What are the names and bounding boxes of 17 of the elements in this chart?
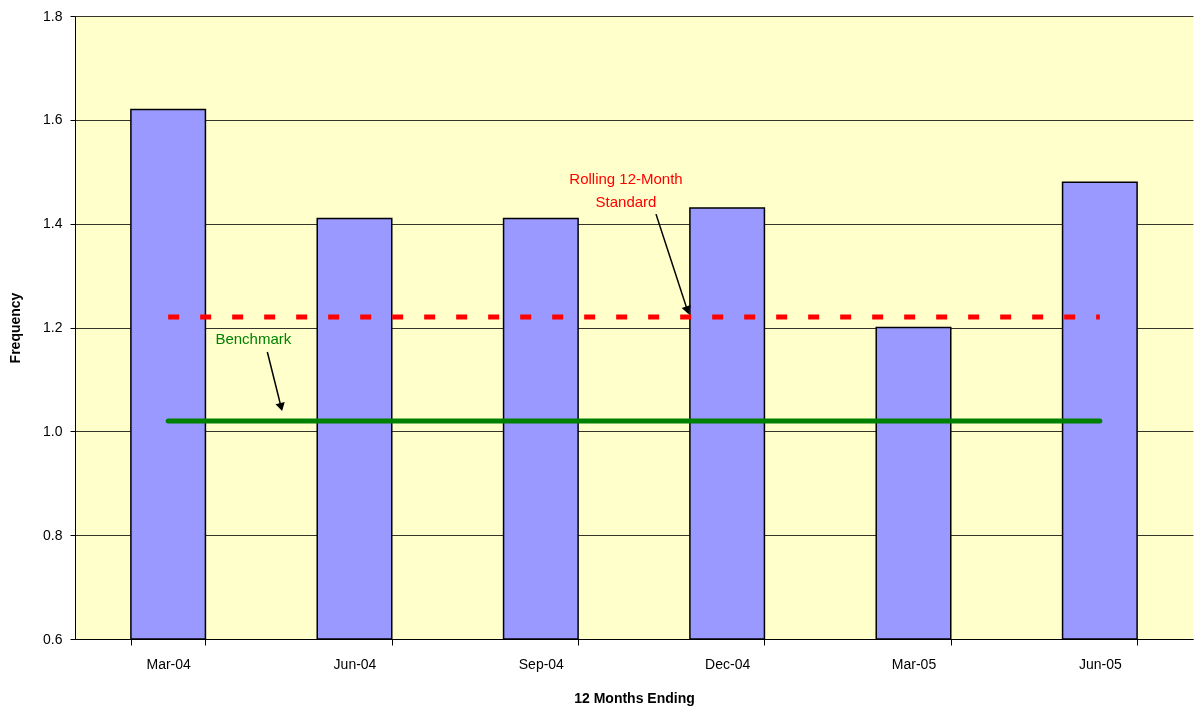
x-tick-label: Sep-04 xyxy=(518,655,565,672)
x-tick-label: Dec-04 xyxy=(705,655,751,672)
y-tick-label: 1.4 xyxy=(43,215,63,232)
x-tick-label: Jun-04 xyxy=(333,655,377,672)
y-tick-label: 0.6 xyxy=(43,630,63,647)
x-tick-label: Jun-05 xyxy=(1078,655,1122,672)
y-tick-label: 0.8 xyxy=(43,526,63,543)
x-axis-title: 12 Months Ending xyxy=(574,689,695,706)
y-axis-title: Frequency xyxy=(7,292,24,364)
y-tick-label: 1.6 xyxy=(43,111,63,128)
y-tick-label: 1.8 xyxy=(43,7,63,24)
y-tick-label: 1.2 xyxy=(43,319,63,335)
x-tick-label: Mar-05 xyxy=(891,655,937,672)
text: Benchmark xyxy=(215,329,292,347)
x-tick-label: Mar-04 xyxy=(146,655,192,672)
text: Rolling 12-Month Standard xyxy=(569,169,683,210)
y-tick-label: 1.0 xyxy=(43,422,63,439)
